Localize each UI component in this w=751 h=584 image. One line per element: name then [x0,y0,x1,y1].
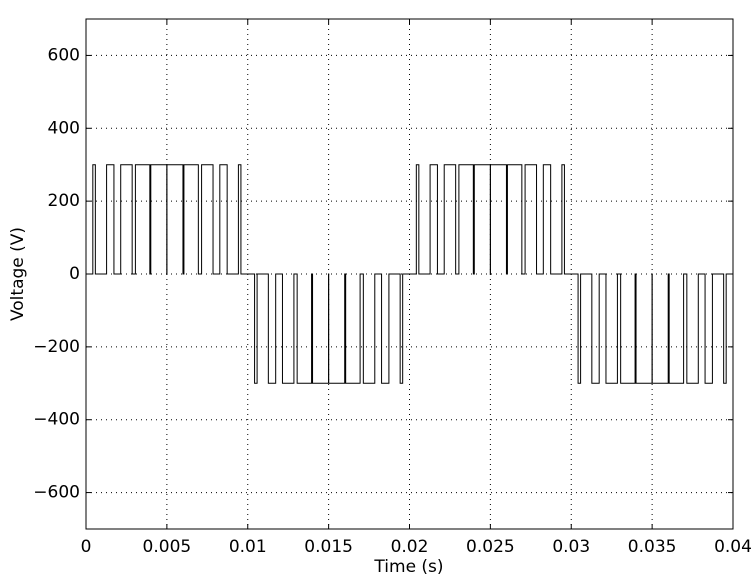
x-tick-label: 0.035 [628,537,677,557]
x-tick-label: 0 [81,537,92,557]
x-tick-label: 0.04 [714,537,751,557]
y-tick-label: 0 [69,264,80,284]
x-tick-label: 0.015 [304,537,353,557]
x-axis-label: Time (s) [373,557,443,577]
x-tick-label: 0.01 [229,537,267,557]
x-tick-label: 0.03 [552,537,590,557]
y-tick-label: −200 [33,337,80,357]
y-tick-label: 400 [48,118,80,138]
y-tick-label: −400 [33,410,80,430]
y-tick-label: 200 [48,191,80,211]
y-axis-label: Voltage (V) [8,227,28,321]
y-tick-label: 600 [48,45,80,65]
x-tick-label: 0.005 [143,537,192,557]
x-tick-label: 0.02 [391,537,429,557]
series-line [86,164,733,384]
x-tick-label: 0.025 [466,537,515,557]
y-tick-label: −600 [33,483,80,503]
